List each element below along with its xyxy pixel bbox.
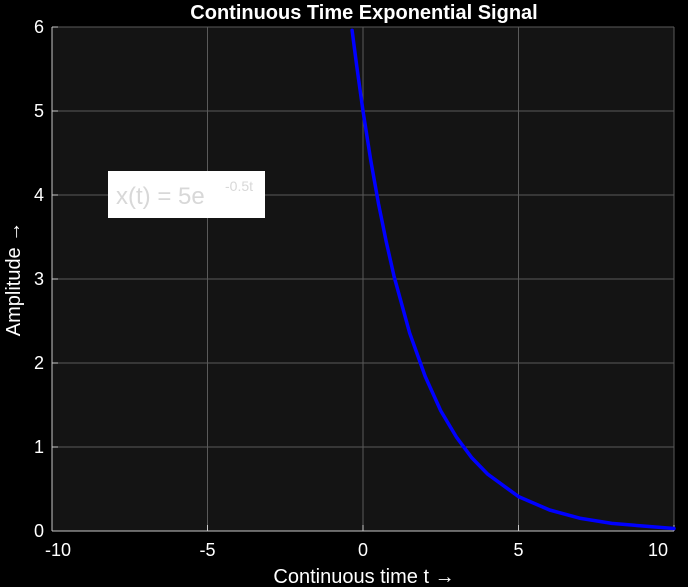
x-tick-label: 0 xyxy=(358,540,368,560)
y-tick-label: 2 xyxy=(34,353,44,373)
y-axis-label: Amplitude → xyxy=(3,222,25,337)
y-tick-labels: 0 1 2 3 4 5 6 xyxy=(34,17,44,541)
equation-box xyxy=(108,171,265,218)
x-tick-label: 5 xyxy=(513,540,523,560)
y-tick-label: 5 xyxy=(34,101,44,121)
y-tick-label: 3 xyxy=(34,269,44,289)
x-tick-label: -5 xyxy=(199,540,215,560)
y-tick-label: 4 xyxy=(34,185,44,205)
equation-superscript: -0.5t xyxy=(225,178,253,194)
y-tick-label: 6 xyxy=(34,17,44,37)
exponential-curve xyxy=(350,28,676,531)
series-layer xyxy=(350,28,676,531)
equation-text: x(t) = 5e xyxy=(116,183,205,210)
x-tick-label: 10 xyxy=(648,540,668,560)
y-tick-label: 1 xyxy=(34,437,44,457)
x-tick-label: -10 xyxy=(45,540,71,560)
x-tick-labels: -10 -5 0 5 10 xyxy=(45,540,668,560)
y-tick-label: 0 xyxy=(34,521,44,541)
x-axis-label: Continuous time t → xyxy=(273,566,454,587)
equation-annotation: x(t) = 5e -0.5t xyxy=(108,171,265,218)
chart-title: Continuous Time Exponential Signal xyxy=(190,2,537,24)
